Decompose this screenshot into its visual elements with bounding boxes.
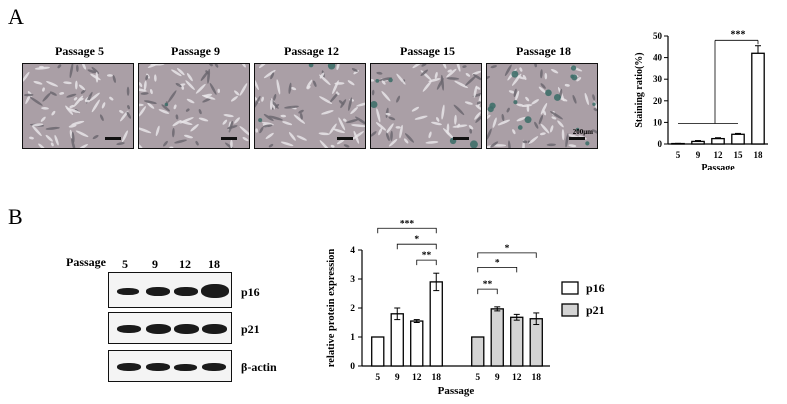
- micrograph: [22, 63, 134, 149]
- staining-ratio-chart: 0 10 20 30 40 50 5 9 12 15 18 Passage Staining ratio…: [634, 29, 768, 170]
- y-tick-label: 0: [350, 362, 355, 372]
- cell-texture: [371, 64, 481, 148]
- x-tick-label: 12: [512, 373, 522, 383]
- x-tick-label: 15: [734, 150, 744, 160]
- significance-bracket: [416, 259, 437, 266]
- significance-label: *: [414, 235, 419, 245]
- image-caption: Passage 5: [55, 44, 104, 58]
- bar-p21: [529, 318, 543, 367]
- lane-label: 12: [179, 257, 191, 271]
- significance-label: **: [483, 280, 493, 290]
- bar: [711, 137, 725, 145]
- passage-header: Passage: [66, 255, 106, 269]
- x-tick-label: 12: [412, 373, 422, 383]
- bar-p21: [490, 308, 504, 367]
- bar-p21: [471, 336, 485, 367]
- x-tick-label: 9: [395, 373, 400, 383]
- panel-b-letter: B: [8, 204, 23, 229]
- x-axis-label: Passage: [701, 163, 735, 170]
- y-tick-label: 1: [350, 333, 355, 343]
- bar-p21: [510, 316, 524, 367]
- y-tick-label: 50: [653, 31, 663, 41]
- x-tick-label: 5: [475, 373, 480, 383]
- y-axis-label: relative protein expression: [326, 249, 337, 368]
- x-tick-label: 5: [375, 373, 380, 383]
- legend-swatch: [561, 281, 579, 295]
- bar-p16: [429, 281, 443, 367]
- x-tick-label: 9: [495, 373, 500, 383]
- cell-texture: [139, 64, 249, 148]
- blot-p21: [108, 312, 232, 344]
- y-tick-label: 3: [350, 275, 355, 285]
- x-tick-label: 18: [432, 373, 442, 383]
- blot-label: β-actin: [241, 360, 277, 374]
- cell-texture: [255, 64, 365, 148]
- x-tick-label: 18: [754, 150, 764, 160]
- y-tick-label: 10: [653, 117, 663, 127]
- image-caption: Passage 15: [400, 44, 455, 58]
- y-axis-label: Staining ratio(%): [634, 52, 645, 127]
- bar-p16: [371, 336, 385, 367]
- bar-p16: [390, 313, 404, 367]
- x-tick-label: 9: [696, 150, 701, 160]
- y-tick-label: 4: [350, 246, 355, 256]
- bar-p16: [410, 320, 424, 367]
- blot-p16: [108, 272, 232, 308]
- micrograph: 200μm: [486, 63, 598, 149]
- bar: [731, 133, 745, 145]
- significance-bracket: [477, 288, 498, 295]
- x-tick-label: 18: [532, 373, 542, 383]
- y-tick-label: 0: [658, 139, 663, 149]
- bar: [751, 52, 765, 145]
- panel-a-letter: A: [8, 4, 24, 29]
- lane-label: 5: [122, 257, 128, 271]
- significance-label: *: [495, 258, 500, 268]
- micrograph: [138, 63, 250, 149]
- cell-texture: [487, 64, 597, 148]
- significance-bracket: [477, 267, 518, 273]
- image-caption: Passage 12: [284, 44, 339, 58]
- significance-bracket: [377, 227, 437, 234]
- significance-label: ***: [731, 29, 746, 40]
- scale-bar: [105, 137, 121, 140]
- scale-bar: [221, 137, 237, 140]
- micrograph: [370, 63, 482, 149]
- legend-label: p21: [586, 303, 605, 317]
- scale-bar: [569, 137, 585, 140]
- scale-bar: [337, 137, 353, 140]
- y-tick-label: 40: [653, 53, 663, 63]
- y-tick-label: 2: [350, 304, 355, 314]
- scale-label: 200μm: [572, 128, 593, 136]
- blot-label: p21: [241, 322, 260, 336]
- scale-bar: [453, 137, 469, 140]
- significance-label: ***: [400, 219, 415, 229]
- lane-label: 18: [208, 257, 220, 271]
- significance-bracket: [477, 252, 537, 258]
- blot-label: p16: [241, 285, 260, 299]
- legend-swatch: [561, 303, 579, 317]
- significance-label: **: [422, 251, 432, 261]
- legend-label: p16: [586, 281, 605, 295]
- micrograph: [254, 63, 366, 149]
- image-caption: Passage 18: [516, 44, 571, 58]
- y-tick-label: 20: [653, 96, 663, 106]
- significance-bracket: [396, 243, 437, 250]
- bar: [691, 140, 705, 145]
- blot-actin: [108, 350, 232, 382]
- y-tick-label: 30: [653, 74, 663, 84]
- image-caption: Passage 9: [171, 44, 220, 58]
- cell-texture: [23, 64, 133, 148]
- lane-label: 9: [152, 257, 158, 271]
- x-tick-label: 12: [714, 150, 724, 160]
- significance-label: *: [505, 244, 510, 254]
- x-axis-label: Passage: [438, 385, 475, 397]
- x-tick-label: 5: [676, 150, 681, 160]
- legend: p16 p21: [561, 281, 605, 317]
